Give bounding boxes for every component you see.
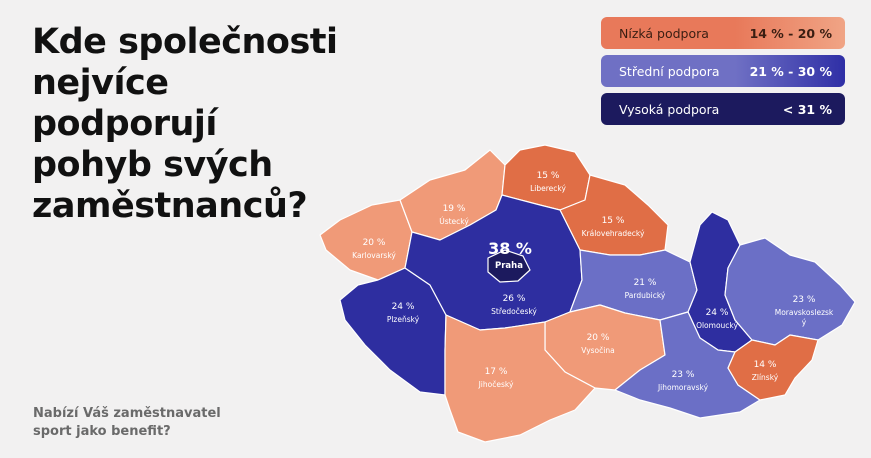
value-plzensky: 24 % [392,302,415,312]
legend-label-low: Nízká podpora [619,25,709,41]
region-jihocesky[interactable] [444,314,596,443]
value-jihocesky: 17 % [485,367,508,377]
label-zlinsky: Zlínský [752,373,779,382]
region-praha[interactable] [487,249,531,283]
value-olomoucky: 24 % [706,308,729,318]
legend: Nízká podpora 14 % - 20 % Střední podpor… [601,17,845,131]
value-liberecky: 15 % [537,171,560,181]
legend-range-low: 14 % - 20 % [749,25,832,41]
label-stredocesky: Středočeský [491,307,537,316]
label-moravskoslezsky-2: ý [802,318,807,327]
region-plzensky[interactable] [339,267,447,396]
region-labels: 20 % Karlovarský 19 % Ústecký 15 % Liber… [352,171,834,392]
value-jihomoravsky: 23 % [672,370,695,380]
label-jihocesky: Jihočeský [478,380,514,389]
label-kralovehradecky: Královehradecký [582,229,645,238]
label-liberecky: Liberecký [530,184,566,193]
label-pardubicky: Pardubický [625,291,666,300]
legend-item-mid: Střední podpora 21 % - 30 % [601,55,845,87]
label-praha: Praha [495,261,523,271]
label-vysocina: Vysočina [581,346,614,355]
legend-item-low: Nízká podpora 14 % - 20 % [601,17,845,49]
legend-label-mid: Střední podpora [619,63,720,79]
legend-range-mid: 21 % - 30 % [749,63,832,79]
value-ustecky: 19 % [443,204,466,214]
value-stredocesky: 26 % [503,294,526,304]
region-moravskoslezsky[interactable] [724,237,856,346]
label-ustecky: Ústecký [439,217,469,226]
label-jihomoravsky: Jihomoravský [657,383,709,392]
label-olomoucky: Olomoucký [696,321,738,330]
legend-range-high: < 31 % [782,101,832,117]
region-zlinsky[interactable] [727,334,819,401]
label-plzensky: Plzeňský [387,315,420,324]
label-moravskoslezsky-1: Moravskoslezsk [775,308,834,317]
legend-label-high: Vysoká podpora [619,101,720,117]
value-zlinsky: 14 % [754,360,777,370]
value-praha: 38 % [488,239,532,258]
legend-item-high: Vysoká podpora < 31 % [601,93,845,125]
value-moravskoslezsky: 23 % [793,295,816,305]
value-kralovehradecky: 15 % [602,216,625,226]
label-karlovarsky: Karlovarský [352,251,396,260]
subtitle-question: Nabízí Váš zaměstnavatel sport jako bene… [33,406,221,439]
value-pardubicky: 21 % [634,278,657,288]
region-jihomoravsky[interactable] [614,311,761,419]
value-karlovarsky: 20 % [363,238,386,248]
page-title: Kde společnosti nejvíce podporují pohyb … [32,22,338,226]
value-vysocina: 20 % [587,333,610,343]
